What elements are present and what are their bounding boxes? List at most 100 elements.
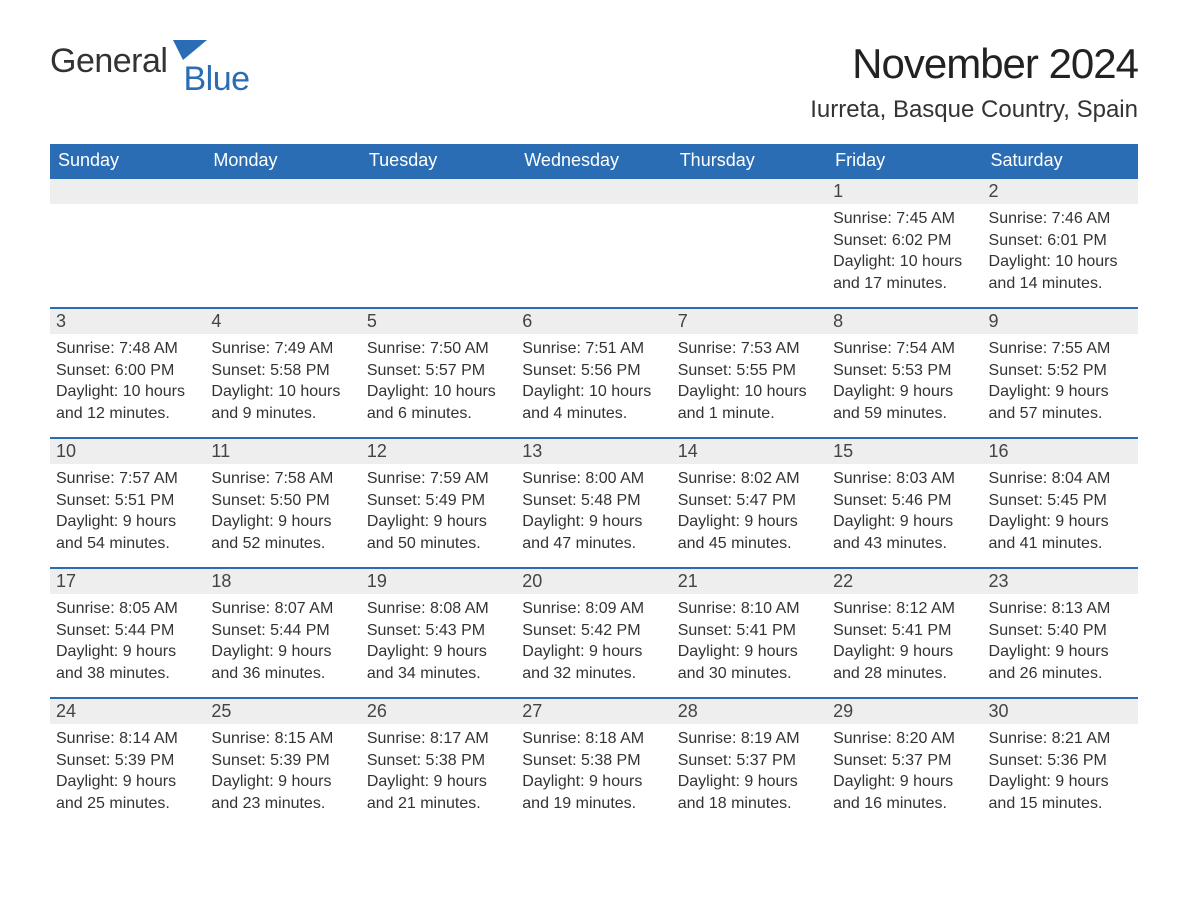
calendar-cell: 21Sunrise: 8:10 AMSunset: 5:41 PMDayligh… bbox=[672, 567, 827, 697]
day-number: 4 bbox=[205, 307, 360, 334]
daylight-line: Daylight: 9 hours and 34 minutes. bbox=[367, 641, 510, 684]
day-details: Sunrise: 8:20 AMSunset: 5:37 PMDaylight:… bbox=[827, 724, 982, 818]
day-details: Sunrise: 7:46 AMSunset: 6:01 PMDaylight:… bbox=[983, 204, 1138, 298]
daylight-line: Daylight: 9 hours and 26 minutes. bbox=[989, 641, 1132, 684]
sunset-line: Sunset: 5:52 PM bbox=[989, 360, 1132, 382]
calendar-cell: 13Sunrise: 8:00 AMSunset: 5:48 PMDayligh… bbox=[516, 437, 671, 567]
day-number: 23 bbox=[983, 567, 1138, 594]
calendar-week: 24Sunrise: 8:14 AMSunset: 5:39 PMDayligh… bbox=[50, 697, 1138, 827]
day-number: 10 bbox=[50, 437, 205, 464]
daylight-line: Daylight: 9 hours and 54 minutes. bbox=[56, 511, 199, 554]
day-details: Sunrise: 8:10 AMSunset: 5:41 PMDaylight:… bbox=[672, 594, 827, 688]
sunset-line: Sunset: 6:02 PM bbox=[833, 230, 976, 252]
calendar-cell: 24Sunrise: 8:14 AMSunset: 5:39 PMDayligh… bbox=[50, 697, 205, 827]
calendar-cell: 6Sunrise: 7:51 AMSunset: 5:56 PMDaylight… bbox=[516, 307, 671, 437]
empty-day-bar bbox=[50, 177, 205, 204]
calendar-cell: 27Sunrise: 8:18 AMSunset: 5:38 PMDayligh… bbox=[516, 697, 671, 827]
day-number: 7 bbox=[672, 307, 827, 334]
calendar-cell: 26Sunrise: 8:17 AMSunset: 5:38 PMDayligh… bbox=[361, 697, 516, 827]
day-number: 6 bbox=[516, 307, 671, 334]
sunrise-line: Sunrise: 8:03 AM bbox=[833, 468, 976, 490]
day-details: Sunrise: 8:14 AMSunset: 5:39 PMDaylight:… bbox=[50, 724, 205, 818]
day-number: 19 bbox=[361, 567, 516, 594]
sunset-line: Sunset: 5:55 PM bbox=[678, 360, 821, 382]
sunrise-line: Sunrise: 8:20 AM bbox=[833, 728, 976, 750]
sunset-line: Sunset: 5:50 PM bbox=[211, 490, 354, 512]
day-number: 27 bbox=[516, 697, 671, 724]
daylight-line: Daylight: 10 hours and 9 minutes. bbox=[211, 381, 354, 424]
day-number: 5 bbox=[361, 307, 516, 334]
daylight-line: Daylight: 9 hours and 38 minutes. bbox=[56, 641, 199, 684]
daylight-line: Daylight: 10 hours and 4 minutes. bbox=[522, 381, 665, 424]
sunset-line: Sunset: 5:44 PM bbox=[211, 620, 354, 642]
day-number: 30 bbox=[983, 697, 1138, 724]
daylight-line: Daylight: 9 hours and 45 minutes. bbox=[678, 511, 821, 554]
day-details: Sunrise: 8:04 AMSunset: 5:45 PMDaylight:… bbox=[983, 464, 1138, 558]
day-details: Sunrise: 8:05 AMSunset: 5:44 PMDaylight:… bbox=[50, 594, 205, 688]
weekday-header-row: SundayMondayTuesdayWednesdayThursdayFrid… bbox=[50, 144, 1138, 177]
day-number: 8 bbox=[827, 307, 982, 334]
sunrise-line: Sunrise: 8:08 AM bbox=[367, 598, 510, 620]
day-number: 11 bbox=[205, 437, 360, 464]
day-number: 1 bbox=[827, 177, 982, 204]
day-number: 2 bbox=[983, 177, 1138, 204]
sunrise-line: Sunrise: 7:50 AM bbox=[367, 338, 510, 360]
calendar-cell: 18Sunrise: 8:07 AMSunset: 5:44 PMDayligh… bbox=[205, 567, 360, 697]
sunset-line: Sunset: 5:38 PM bbox=[367, 750, 510, 772]
sunrise-line: Sunrise: 7:55 AM bbox=[989, 338, 1132, 360]
calendar-cell: 7Sunrise: 7:53 AMSunset: 5:55 PMDaylight… bbox=[672, 307, 827, 437]
day-number: 3 bbox=[50, 307, 205, 334]
sunset-line: Sunset: 5:42 PM bbox=[522, 620, 665, 642]
day-number: 13 bbox=[516, 437, 671, 464]
calendar-cell: 16Sunrise: 8:04 AMSunset: 5:45 PMDayligh… bbox=[983, 437, 1138, 567]
daylight-line: Daylight: 9 hours and 36 minutes. bbox=[211, 641, 354, 684]
calendar-cell: 29Sunrise: 8:20 AMSunset: 5:37 PMDayligh… bbox=[827, 697, 982, 827]
day-details: Sunrise: 7:50 AMSunset: 5:57 PMDaylight:… bbox=[361, 334, 516, 428]
day-details: Sunrise: 7:48 AMSunset: 6:00 PMDaylight:… bbox=[50, 334, 205, 428]
calendar-cell: 19Sunrise: 8:08 AMSunset: 5:43 PMDayligh… bbox=[361, 567, 516, 697]
calendar-cell bbox=[672, 177, 827, 307]
sunset-line: Sunset: 5:39 PM bbox=[211, 750, 354, 772]
sunrise-line: Sunrise: 8:00 AM bbox=[522, 468, 665, 490]
sunset-line: Sunset: 5:39 PM bbox=[56, 750, 199, 772]
daylight-line: Daylight: 9 hours and 19 minutes. bbox=[522, 771, 665, 814]
sunrise-line: Sunrise: 7:53 AM bbox=[678, 338, 821, 360]
day-details: Sunrise: 8:21 AMSunset: 5:36 PMDaylight:… bbox=[983, 724, 1138, 818]
day-details: Sunrise: 7:58 AMSunset: 5:50 PMDaylight:… bbox=[205, 464, 360, 558]
header-row: General Blue November 2024 Iurreta, Basq… bbox=[50, 40, 1138, 124]
day-details: Sunrise: 8:17 AMSunset: 5:38 PMDaylight:… bbox=[361, 724, 516, 818]
daylight-line: Daylight: 9 hours and 32 minutes. bbox=[522, 641, 665, 684]
day-details: Sunrise: 8:18 AMSunset: 5:38 PMDaylight:… bbox=[516, 724, 671, 818]
daylight-line: Daylight: 9 hours and 21 minutes. bbox=[367, 771, 510, 814]
day-number: 26 bbox=[361, 697, 516, 724]
empty-day-bar bbox=[672, 177, 827, 204]
daylight-line: Daylight: 9 hours and 52 minutes. bbox=[211, 511, 354, 554]
sunset-line: Sunset: 5:46 PM bbox=[833, 490, 976, 512]
day-details: Sunrise: 8:13 AMSunset: 5:40 PMDaylight:… bbox=[983, 594, 1138, 688]
calendar-cell: 4Sunrise: 7:49 AMSunset: 5:58 PMDaylight… bbox=[205, 307, 360, 437]
calendar-week: 10Sunrise: 7:57 AMSunset: 5:51 PMDayligh… bbox=[50, 437, 1138, 567]
sunrise-line: Sunrise: 7:46 AM bbox=[989, 208, 1132, 230]
sunrise-line: Sunrise: 8:14 AM bbox=[56, 728, 199, 750]
day-details: Sunrise: 7:59 AMSunset: 5:49 PMDaylight:… bbox=[361, 464, 516, 558]
sunset-line: Sunset: 5:56 PM bbox=[522, 360, 665, 382]
daylight-line: Daylight: 9 hours and 16 minutes. bbox=[833, 771, 976, 814]
brand-part2: Blue bbox=[183, 60, 249, 99]
day-details: Sunrise: 7:45 AMSunset: 6:02 PMDaylight:… bbox=[827, 204, 982, 298]
calendar-cell: 3Sunrise: 7:48 AMSunset: 6:00 PMDaylight… bbox=[50, 307, 205, 437]
day-details: Sunrise: 8:09 AMSunset: 5:42 PMDaylight:… bbox=[516, 594, 671, 688]
calendar-cell: 22Sunrise: 8:12 AMSunset: 5:41 PMDayligh… bbox=[827, 567, 982, 697]
day-number: 12 bbox=[361, 437, 516, 464]
sunrise-line: Sunrise: 8:19 AM bbox=[678, 728, 821, 750]
calendar-cell: 23Sunrise: 8:13 AMSunset: 5:40 PMDayligh… bbox=[983, 567, 1138, 697]
day-number: 25 bbox=[205, 697, 360, 724]
page-title: November 2024 bbox=[810, 40, 1138, 88]
daylight-line: Daylight: 9 hours and 43 minutes. bbox=[833, 511, 976, 554]
sunrise-line: Sunrise: 7:57 AM bbox=[56, 468, 199, 490]
day-details: Sunrise: 8:02 AMSunset: 5:47 PMDaylight:… bbox=[672, 464, 827, 558]
sunset-line: Sunset: 5:37 PM bbox=[678, 750, 821, 772]
sunrise-line: Sunrise: 8:04 AM bbox=[989, 468, 1132, 490]
weekday-header: Monday bbox=[205, 144, 360, 177]
day-number: 24 bbox=[50, 697, 205, 724]
weekday-header: Sunday bbox=[50, 144, 205, 177]
